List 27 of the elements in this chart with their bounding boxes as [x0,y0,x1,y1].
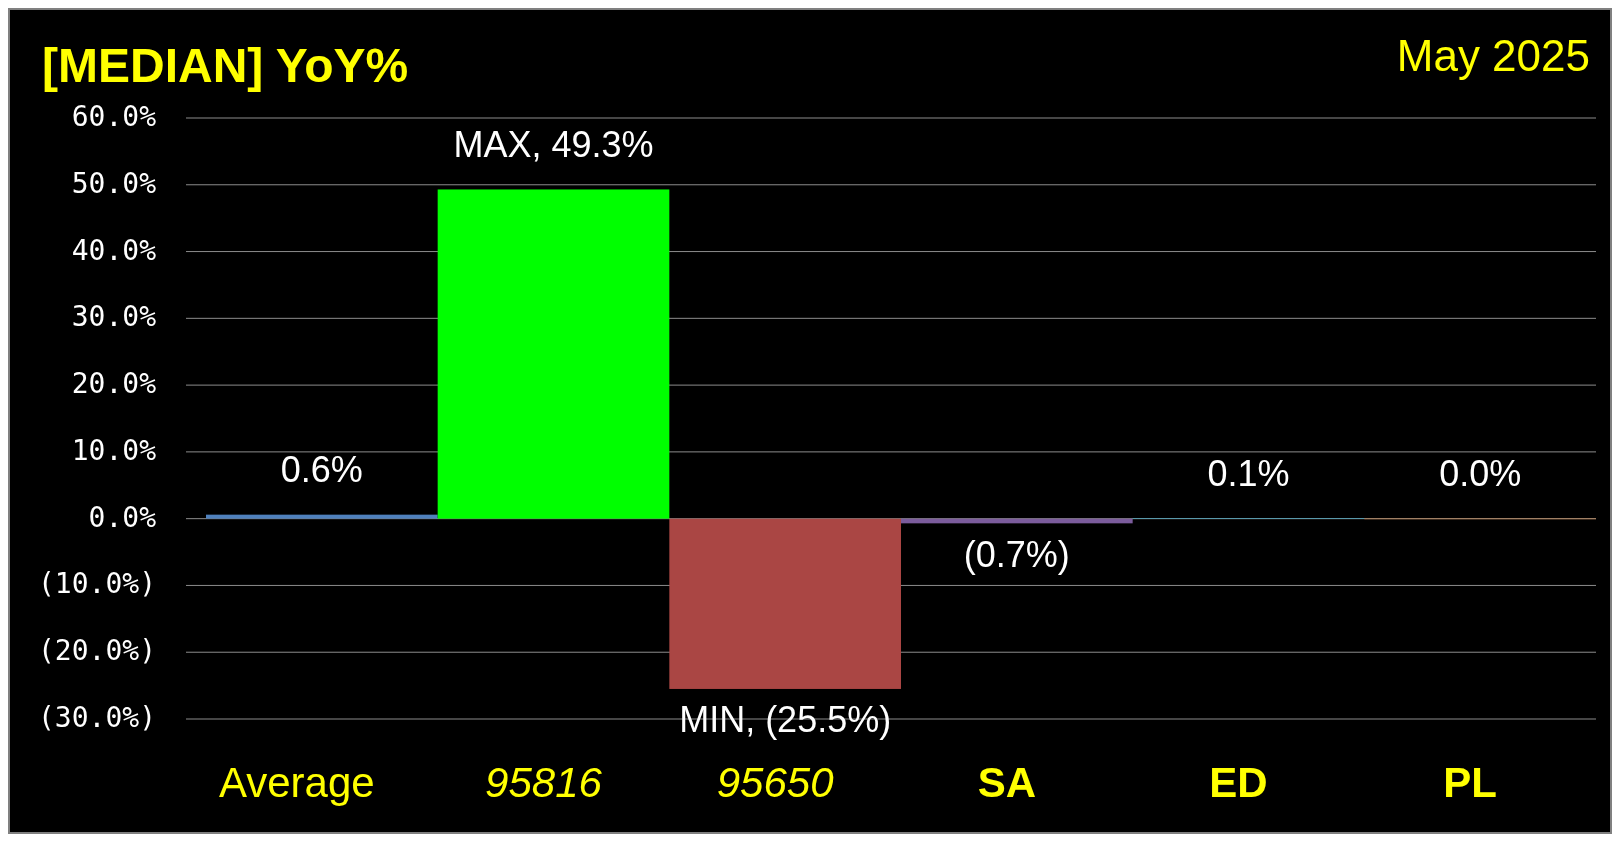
x-tick-label: Average [218,759,375,806]
y-tick-label: (20.0%) [37,634,156,668]
data-label: MIN, (25.5%) [679,699,892,741]
bar [669,518,901,689]
data-label: 0.0% [1439,453,1522,495]
y-tick-label: 20.0% [71,367,157,401]
data-label: MAX, 49.3% [453,123,654,165]
y-tick-label: 40.0% [71,233,157,267]
data-label: 0.6% [280,449,363,491]
chart-subtitle: May 2025 [1396,31,1590,80]
x-tick-label: ED [1209,759,1268,806]
chart-title: [MEDIAN] YoY% [42,39,409,92]
bar [437,189,670,519]
y-tick-label: (10.0%) [37,567,156,601]
y-tick-label: 30.0% [71,300,157,334]
data-label: 0.1% [1207,452,1290,494]
y-tick-label: (30.0%) [37,701,156,734]
y-tick-label: 50.0% [71,166,157,200]
y-tick-label: 10.0% [71,433,157,467]
x-tick-label: 95650 [716,759,835,806]
x-tick-label: 95816 [485,759,603,806]
data-label: (0.7%) [963,533,1070,575]
y-tick-label: 0.0% [88,500,157,534]
bar [206,514,438,519]
y-tick-label: 60.0% [71,100,157,133]
x-tick-label: PL [1443,759,1497,806]
x-tick-label: SA [977,759,1037,806]
